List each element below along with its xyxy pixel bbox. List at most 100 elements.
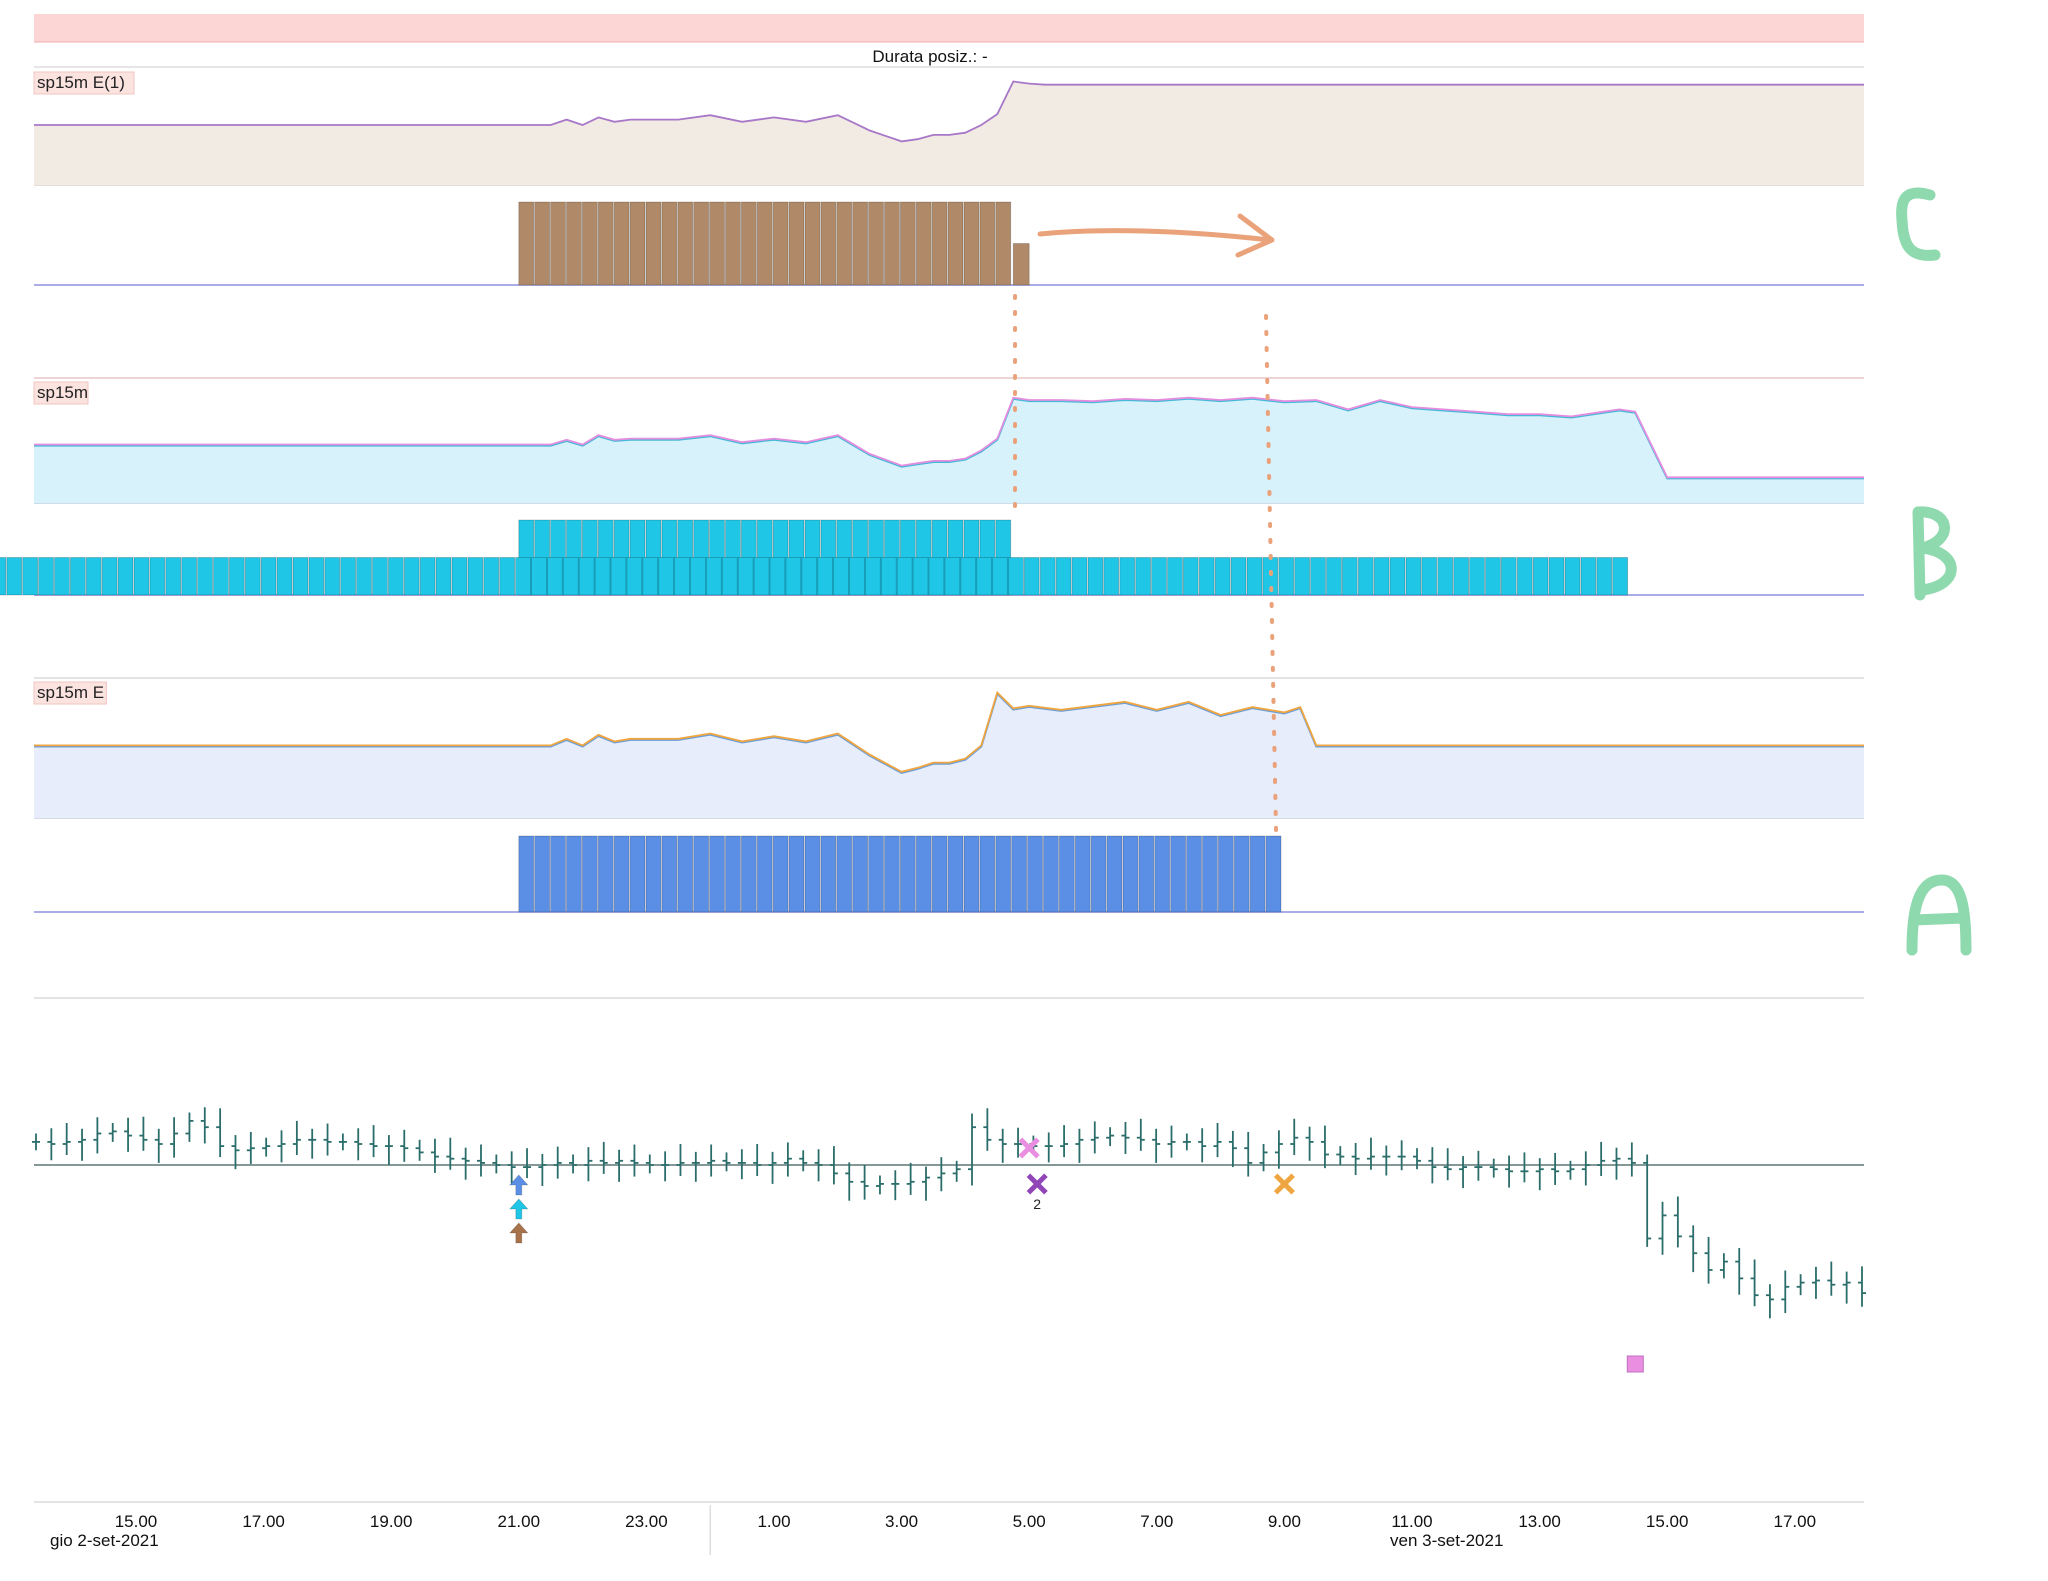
ohlc-bar <box>860 1165 869 1200</box>
ohlc-bar <box>1781 1270 1790 1314</box>
panel-tag: sp15m E <box>33 681 107 705</box>
panel-tag-bg <box>33 381 89 405</box>
ohlc-bar <box>998 1128 1007 1163</box>
bar <box>597 835 614 913</box>
bar <box>499 557 516 596</box>
bar <box>976 557 993 596</box>
ohlc-bar <box>369 1125 378 1158</box>
ohlc-bar <box>1044 1132 1053 1163</box>
ohlc-bar <box>1796 1274 1805 1296</box>
bar <box>1103 557 1120 596</box>
bar <box>756 835 773 913</box>
bar <box>1214 557 1231 596</box>
ohlc-bar <box>246 1131 255 1164</box>
dotted-guide-line <box>1264 314 1278 832</box>
ohlc-bar <box>1535 1158 1544 1191</box>
ohlc-bar <box>983 1108 992 1151</box>
bar <box>1548 557 1565 596</box>
series-line <box>34 396 1864 479</box>
bar <box>356 557 372 596</box>
ohlc-bar <box>1366 1137 1375 1170</box>
bar <box>1135 557 1151 596</box>
ohlc-bar <box>1719 1253 1728 1279</box>
area-fill <box>34 81 1864 185</box>
bar <box>260 557 277 596</box>
ohlc-bar <box>492 1154 501 1174</box>
bar <box>963 835 980 913</box>
ohlc-bar <box>875 1175 884 1195</box>
bar <box>54 557 70 596</box>
bar <box>995 835 1012 913</box>
bar <box>292 557 309 596</box>
bar <box>753 557 770 596</box>
bar <box>547 557 563 596</box>
ohlc-bar <box>891 1170 900 1201</box>
bar <box>550 835 566 913</box>
bar <box>995 201 1012 286</box>
ohlc-bar <box>845 1162 854 1201</box>
bar <box>85 557 102 596</box>
bar <box>550 201 566 286</box>
ohlc-bar <box>277 1130 286 1163</box>
ohlc-bar <box>722 1152 731 1172</box>
bar <box>1090 835 1107 913</box>
bar <box>1357 557 1374 596</box>
bar <box>721 557 738 596</box>
series-line-shadow <box>34 691 1864 774</box>
ohlc-bar <box>292 1120 301 1156</box>
ohlc-bar <box>400 1129 409 1162</box>
annotation-letter-b <box>1912 506 1957 601</box>
bar <box>1564 557 1581 596</box>
ohlc-bar <box>1858 1266 1866 1307</box>
bar <box>387 557 404 596</box>
bar <box>785 557 802 596</box>
bar <box>1055 557 1072 596</box>
ohlc-bar <box>921 1166 930 1201</box>
bar <box>1039 557 1056 596</box>
entry-arrow-icon <box>508 1174 529 1196</box>
ohlc-bar <box>216 1108 225 1158</box>
bar <box>1012 243 1030 286</box>
bar <box>693 835 710 913</box>
bar <box>690 557 706 596</box>
bar <box>804 835 821 913</box>
bar <box>868 835 884 913</box>
ohlc-bar <box>1505 1155 1514 1188</box>
bar <box>820 835 837 913</box>
ohlc-bar <box>1290 1118 1299 1156</box>
entry-arrow-icon <box>508 1198 529 1220</box>
ohlc-bar <box>1136 1118 1145 1151</box>
ohlc-bar <box>1198 1128 1207 1163</box>
ohlc-bar <box>538 1153 547 1186</box>
ohlc-bar <box>47 1128 56 1161</box>
ohlc-bar <box>430 1138 439 1173</box>
ohlc-bar <box>1259 1144 1268 1172</box>
x-tick-label: 15.00 <box>1646 1512 1689 1531</box>
x-tick-label: 21.00 <box>498 1512 541 1531</box>
ohlc-bar <box>139 1116 148 1151</box>
ohlc-bar <box>645 1154 654 1174</box>
ohlc-bar <box>308 1128 317 1159</box>
ohlc-bar <box>78 1128 87 1161</box>
bar <box>0 557 7 596</box>
ohlc-bar <box>338 1133 347 1151</box>
ohlc-bar <box>569 1154 578 1174</box>
bar <box>884 201 900 286</box>
ohlc-bar <box>1566 1160 1575 1180</box>
date-label: ven 3-set-2021 <box>1390 1531 1503 1550</box>
ohlc-bar <box>829 1146 838 1185</box>
bar <box>645 835 662 913</box>
exit-cross-icon <box>1018 1137 1040 1159</box>
ohlc-bar <box>1428 1147 1437 1184</box>
bar <box>947 835 964 913</box>
ohlc-bar <box>952 1160 961 1182</box>
bar <box>467 557 484 596</box>
bar <box>597 201 614 286</box>
x-tick-label: 23.00 <box>625 1512 668 1531</box>
bar <box>1612 557 1628 596</box>
x-tick-label: 1.00 <box>757 1512 790 1531</box>
ohlc-bar <box>262 1137 271 1157</box>
hand-annotations <box>1013 187 1972 956</box>
bar <box>801 557 818 596</box>
ohlc-bar <box>1320 1125 1329 1169</box>
